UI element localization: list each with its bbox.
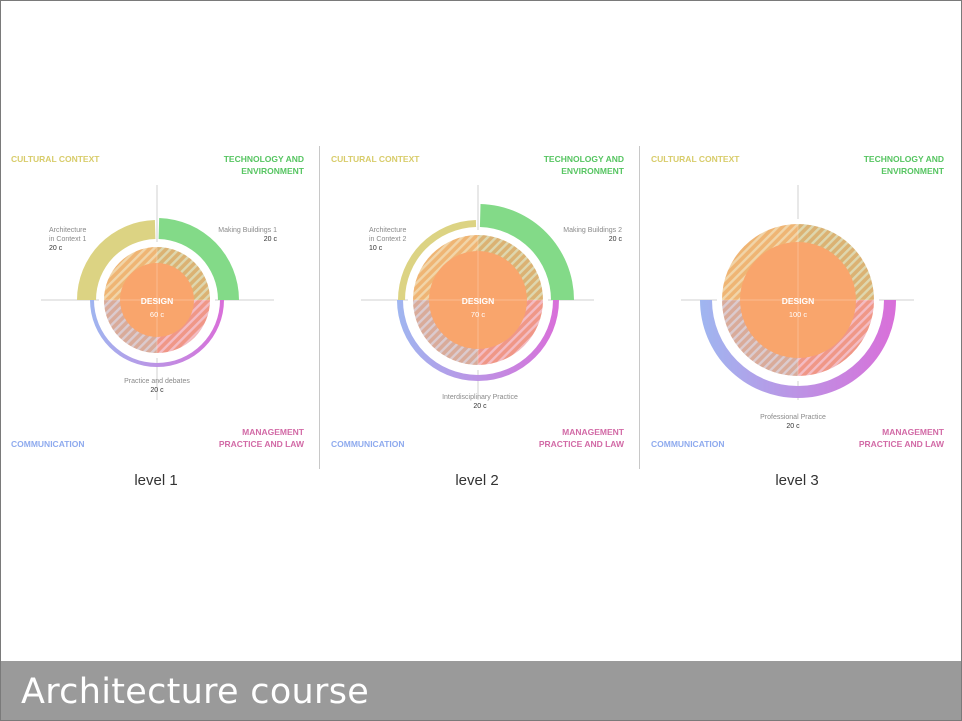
design-credits: 70 c [471,310,485,319]
technology-module-credits: 20 c [609,236,623,243]
bottom-module-name: Professional Practice [760,414,826,421]
technology-module-name: Making Buildings 2 [563,227,622,234]
cultural-context-label: CULTURAL CONTEXT [11,154,100,164]
cultural-context-arc [398,220,477,300]
communication-label: COMMUNICATION [11,439,85,449]
bottom-module-name: Interdisciplinary Practice [442,394,518,401]
management-label-line2: PRACTICE AND LAW [539,439,625,449]
technology-label-line2: ENVIRONMENT [881,166,945,176]
bottom-module-name: Practice and debates [124,378,190,385]
cultural-module-name: in Context 1 [49,236,86,243]
design-core [740,242,856,358]
bottom-module-credits: 20 c [786,423,800,430]
technology-label-line2: ENVIRONMENT [561,166,625,176]
cultural-module-name: Architecture [49,227,86,234]
communication-label: COMMUNICATION [651,439,725,449]
design-label: DESIGN [782,296,815,306]
cultural-module-name: in Context 2 [369,236,406,243]
design-credits: 100 c [789,310,808,319]
design-core [429,251,527,349]
cultural-module-credits: 20 c [49,245,63,252]
technology-module-name: Making Buildings 1 [218,227,277,234]
technology-label-line1: TECHNOLOGY AND [864,154,944,164]
cultural-context-arc [77,220,156,300]
level-diagram-3: DESIGN 100 c CULTURAL CONTEXT TECHNOLOGY AN… [651,154,945,489]
design-label: DESIGN [462,296,495,306]
design-label: DESIGN [141,296,174,306]
technology-label-line2: ENVIRONMENT [241,166,305,176]
cultural-context-label: CULTURAL CONTEXT [651,154,740,164]
level-diagram-1: DESIGN 60 c CULTURAL CONTEXT TECHNOLOGY AND… [11,154,305,489]
level-diagram-2: DESIGN 70 c CULTURAL CONTEXT TECHNOLOGY AND… [331,154,625,489]
panel-separator [319,146,320,469]
footer-title: Architecture course [21,672,370,712]
diagrams-area: DESIGN 60 c CULTURAL CONTEXT TECHNOLOGY AND… [1,1,961,661]
level-caption: level 3 [775,472,818,489]
bottom-module-credits: 20 c [150,387,164,394]
management-label-line2: PRACTICE AND LAW [859,439,945,449]
cultural-module-credits: 10 c [369,245,383,252]
cultural-module-name: Architecture [369,227,406,234]
technology-label-line1: TECHNOLOGY AND [544,154,624,164]
technology-label-line1: TECHNOLOGY AND [224,154,304,164]
level-caption: level 2 [455,472,498,489]
level-caption: level 1 [134,472,177,489]
management-label-line1: MANAGEMENT [242,427,305,437]
technology-arc [479,204,574,300]
management-label-line1: MANAGEMENT [882,427,945,437]
footer-bar: Architecture course [1,661,961,720]
design-credits: 60 c [150,310,164,319]
communication-management-arc [700,300,896,398]
technology-module-credits: 20 c [264,236,278,243]
management-label-line2: PRACTICE AND LAW [219,439,305,449]
design-core [120,263,194,337]
panel-separator [639,146,640,469]
communication-label: COMMUNICATION [331,439,405,449]
bottom-module-credits: 20 c [473,403,487,410]
technology-arc [158,218,239,300]
cultural-context-label: CULTURAL CONTEXT [331,154,420,164]
management-label-line1: MANAGEMENT [562,427,625,437]
